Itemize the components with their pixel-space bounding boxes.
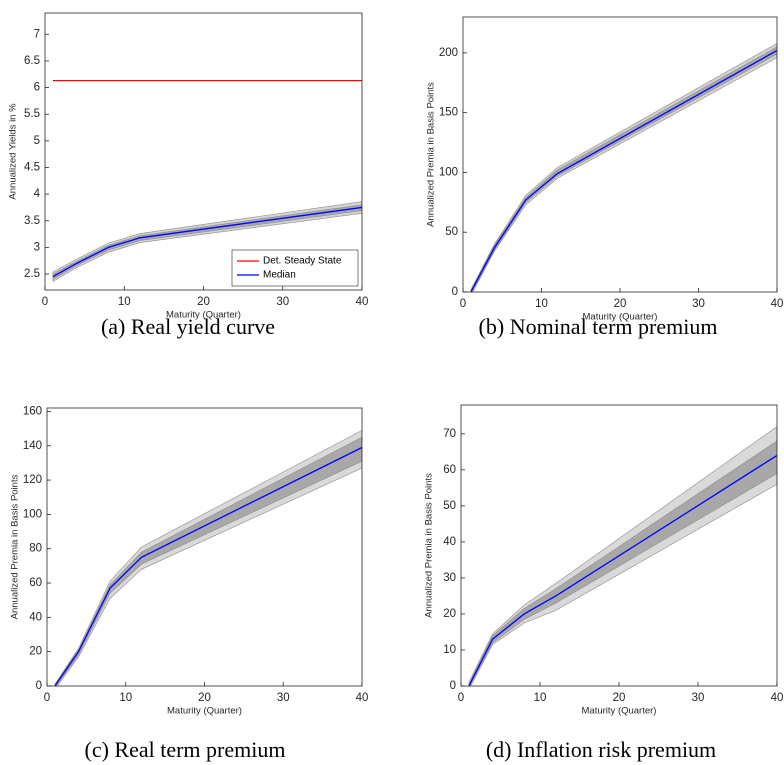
y-tick-label: 50 <box>445 226 458 238</box>
y-tick-label: 5.5 <box>24 108 40 120</box>
y-tick-label: 100 <box>23 508 42 520</box>
x-tick-label: 20 <box>198 692 211 704</box>
y-tick-label: 200 <box>439 47 458 59</box>
subplot: 0 10 20 30 40 0 50 100 150 200 Maturity (Quarter) A… <box>426 16 784 339</box>
legend-label: Median <box>263 270 296 281</box>
x-tick-label: 0 <box>460 298 466 310</box>
x-tick-label: 40 <box>771 298 784 310</box>
y-tick-label: 30 <box>443 572 456 584</box>
x-tick-label: 0 <box>458 692 464 704</box>
series-line <box>470 49 777 292</box>
x-tick-label: 10 <box>119 692 132 704</box>
y-tick-label: 140 <box>23 440 42 452</box>
subplot: 0 10 20 30 40 2.5 3 3.5 4 4.5 5 5.5 6 6.5 7 Maturity (Q… <box>8 12 369 339</box>
x-axis-label: Maturity (Quarter) <box>167 706 242 717</box>
subplot: 0 10 20 30 40 0 20 40 60 80 100 120 140 160 Maturity (… <box>10 405 369 762</box>
y-tick-label: 6 <box>34 82 40 94</box>
legend: Det. Steady State Median <box>231 249 359 287</box>
x-tick-label: 40 <box>356 692 369 704</box>
confidence-band <box>470 46 777 292</box>
y-tick-label: 20 <box>29 646 42 658</box>
x-tick-label: 10 <box>118 296 131 308</box>
y-tick-label: 6.5 <box>24 55 40 67</box>
caption: (c) Real term premium <box>85 737 286 762</box>
y-axis-label: Annualized Premia in Basis Points <box>10 474 21 619</box>
x-axis-label: Maturity (Quarter) <box>583 312 658 323</box>
x-tick-label: 30 <box>277 692 290 704</box>
plot-content <box>52 80 362 282</box>
y-tick-label: 20 <box>443 608 456 620</box>
y-axis-label: Annualized Premia in Basis Points <box>424 473 435 618</box>
y-tick-label: 40 <box>29 611 42 623</box>
x-tick-label: 40 <box>771 692 784 704</box>
y-axis-label: Annualized Yields in % <box>8 103 19 200</box>
caption: (a) Real yield curve <box>101 314 275 339</box>
plot-area <box>47 408 362 686</box>
y-tick-label: 7 <box>34 28 40 40</box>
subplot: 0 10 20 30 40 0 10 20 30 40 50 60 70 Maturity (Quarte… <box>424 404 784 762</box>
y-tick-label: 100 <box>439 166 458 178</box>
series-line <box>52 206 362 278</box>
caption: (b) Nominal term premium <box>479 314 718 339</box>
plot-area <box>45 13 362 290</box>
x-axis-label: Maturity (Quarter) <box>582 706 657 717</box>
y-tick-label: 40 <box>443 536 456 548</box>
x-tick-label: 40 <box>356 296 369 308</box>
x-tick-label: 30 <box>692 298 705 310</box>
x-tick-label: 30 <box>276 296 289 308</box>
y-tick-label: 3 <box>34 241 40 253</box>
y-tick-label: 0 <box>450 680 456 692</box>
legend-label: Det. Steady State <box>263 256 342 267</box>
confidence-band <box>468 440 777 686</box>
x-tick-label: 30 <box>692 692 705 704</box>
series-line <box>468 454 777 686</box>
y-tick-label: 4 <box>34 188 41 200</box>
y-tick-label: 80 <box>29 543 42 555</box>
y-tick-label: 70 <box>443 428 456 440</box>
y-tick-label: 60 <box>443 464 456 476</box>
x-tick-label: 0 <box>44 692 50 704</box>
legend-box <box>231 249 359 287</box>
y-tick-label: 160 <box>23 405 42 417</box>
y-tick-label: 0 <box>36 680 42 692</box>
plot-area <box>463 17 777 292</box>
y-tick-label: 10 <box>443 644 456 656</box>
confidence-band <box>52 201 362 282</box>
y-tick-label: 150 <box>439 107 458 119</box>
x-tick-label: 10 <box>534 692 547 704</box>
y-axis-label: Annualized Premia in Basis Points <box>426 82 437 227</box>
x-tick-label: 20 <box>614 298 627 310</box>
x-tick-label: 10 <box>535 298 548 310</box>
y-tick-label: 3.5 <box>24 215 40 227</box>
plot-content <box>54 429 362 686</box>
plot-content <box>470 42 777 292</box>
y-tick-label: 50 <box>443 500 456 512</box>
x-axis-label: Maturity (Quarter) <box>166 310 241 321</box>
y-tick-label: 0 <box>452 286 458 298</box>
y-tick-label: 60 <box>29 577 42 589</box>
series-line <box>54 446 362 686</box>
y-tick-label: 4.5 <box>24 162 40 174</box>
x-tick-label: 20 <box>197 296 210 308</box>
caption: (d) Inflation risk premium <box>486 737 716 762</box>
plot-content <box>468 426 777 686</box>
y-tick-label: 2.5 <box>24 268 40 280</box>
y-tick-label: 5 <box>34 135 40 147</box>
x-tick-label: 0 <box>42 296 48 308</box>
x-tick-label: 20 <box>613 692 626 704</box>
y-tick-label: 120 <box>23 474 42 486</box>
